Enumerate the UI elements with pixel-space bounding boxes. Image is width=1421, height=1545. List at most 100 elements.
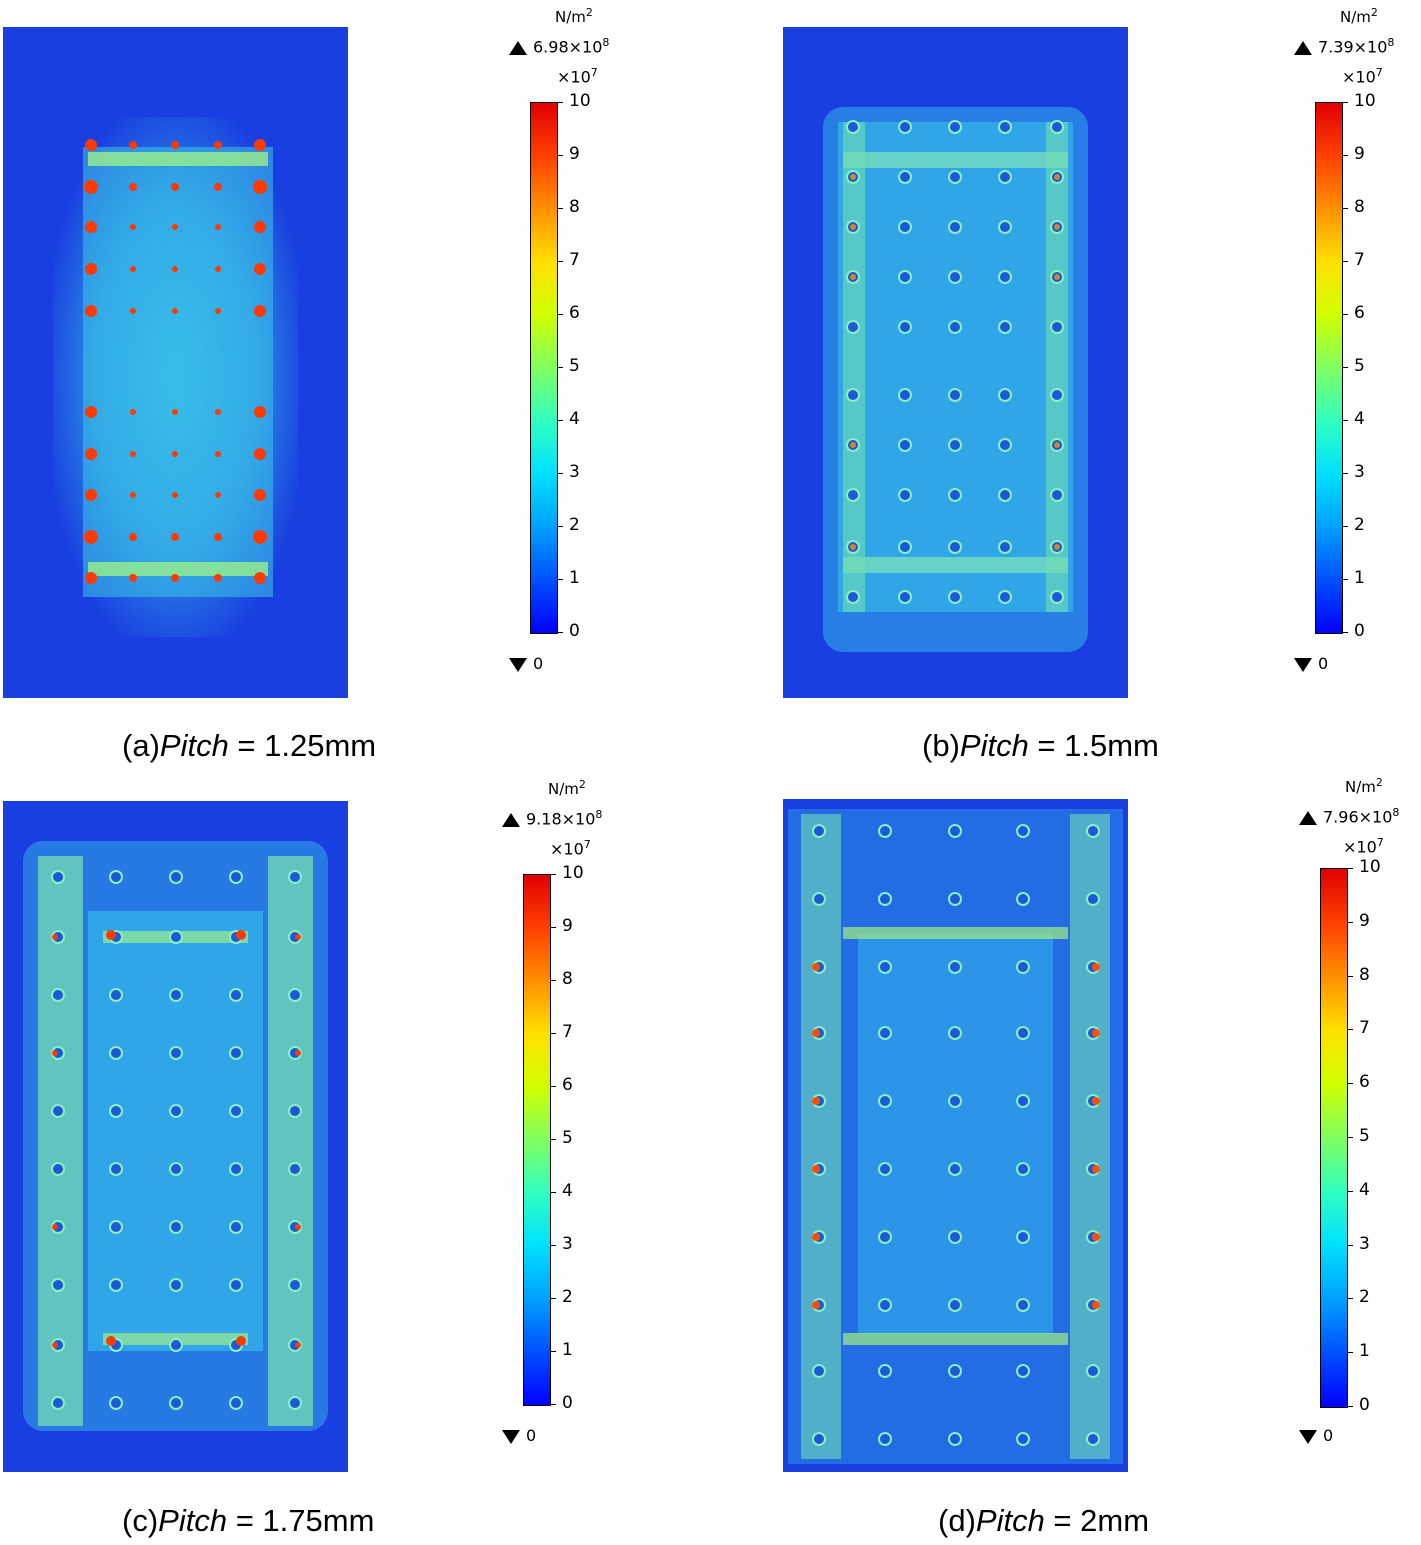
stress-map-d-svg <box>783 799 1128 1472</box>
colorbar-tick-mark <box>1347 1137 1353 1138</box>
colorbar-tick-label: 9 <box>1359 910 1370 931</box>
triangle-up-icon <box>1294 40 1312 55</box>
colorbar-tick-label: 10 <box>562 863 584 883</box>
scale-label-d: ×107 <box>1343 836 1384 857</box>
colorbar-tick-mark <box>550 980 556 981</box>
scale-label-b: ×107 <box>1342 66 1383 87</box>
colorbar-tick-mark <box>557 261 563 262</box>
colorbar-tick-mark <box>550 1086 556 1087</box>
caption-c: (c)Pitch = 1.75mm <box>122 1503 375 1538</box>
colorbar-tick-label: 4 <box>569 409 580 429</box>
colorbar-tick-label: 7 <box>562 1022 573 1042</box>
caption-a: (a)Pitch = 1.25mm <box>122 728 377 763</box>
scale-label-c: ×107 <box>550 838 591 859</box>
colorbar-tick-label: 2 <box>569 515 580 535</box>
colorbar-tick-mark <box>1347 1406 1353 1407</box>
scale-label-a: ×107 <box>557 66 598 87</box>
colorbar-tick-label: 6 <box>1359 1072 1370 1093</box>
colorbar-tick-mark <box>1347 1244 1353 1246</box>
triangle-up-icon <box>502 812 520 827</box>
colorbar-tick-mark <box>550 1351 556 1352</box>
colorbar-tick-mark <box>550 1139 556 1140</box>
colorbar-tick-mark <box>557 314 563 315</box>
colorbar-tick-mark <box>1342 261 1348 262</box>
colorbar-tick-mark <box>1342 526 1348 527</box>
max-value-d: 7.96×108 <box>1299 806 1399 826</box>
colorbar-tick-label: 2 <box>562 1287 573 1307</box>
min-value-a: 0 <box>509 654 543 673</box>
colorbar-tick-mark <box>557 526 563 527</box>
colorbar-tick-label: 8 <box>1354 197 1365 217</box>
colorbar-tick-label: 0 <box>1354 621 1365 641</box>
colorbar-tick-label: 3 <box>569 462 580 482</box>
colorbar-tick-label: 3 <box>1359 1233 1370 1254</box>
stress-map-b <box>783 27 1128 698</box>
colorbar-b: N/m2 7.39×108 ×107 0 10 9 8 7 6 5 4 3 2 1 0 <box>1290 0 1421 680</box>
colorbar-tick-label: 5 <box>1354 356 1365 376</box>
colorbar-tick-label: 9 <box>1354 144 1365 164</box>
min-value-b: 0 <box>1294 654 1328 673</box>
colorbar-tick-label: 2 <box>1354 515 1365 535</box>
colorbar-tick-label: 1 <box>562 1340 573 1360</box>
unit-label-d: N/m2 <box>1345 776 1383 796</box>
caption-d: (d)Pitch = 2mm <box>938 1503 1150 1538</box>
colorbar-tick-label: 1 <box>1359 1341 1370 1362</box>
colorbar-tick-mark <box>1342 420 1348 421</box>
colorbar-tick-mark <box>550 1245 556 1246</box>
stress-map-c-svg <box>3 801 348 1472</box>
colorbar-tick-mark <box>1347 1083 1353 1085</box>
colorbar-tick-mark <box>550 1298 556 1299</box>
caption-b: (b)Pitch = 1.5mm <box>922 728 1159 763</box>
colorbar-tick-label: 9 <box>562 916 573 936</box>
colorbar-tick-label: 10 <box>1359 857 1381 877</box>
colorbar-tick-mark <box>1347 975 1353 977</box>
colorbar-tick-mark <box>1347 1029 1353 1031</box>
colorbar-a: N/m2 6.98×108 ×107 0 10 9 8 7 6 5 4 3 2 1 0 <box>505 0 665 680</box>
colorbar-tick-label: 7 <box>1359 1018 1370 1039</box>
colorbar-tick-mark <box>550 927 556 928</box>
triangle-up-icon <box>1299 810 1317 825</box>
colorbar-tick-mark <box>550 874 556 875</box>
colorbar-tick-label: 0 <box>569 621 580 641</box>
colorbar-tick-mark <box>1342 155 1348 156</box>
colorbar-tick-label: 6 <box>562 1075 573 1095</box>
colorbar-tick-mark <box>1342 208 1348 209</box>
colorbar-tick-mark <box>1347 868 1353 869</box>
colorbar-tick-mark <box>557 473 563 474</box>
colorbar-tick-mark <box>1342 473 1348 474</box>
colorbar-tick-label: 8 <box>569 197 580 217</box>
colorbar-tick-mark <box>550 1033 556 1034</box>
colorbar-tick-label: 4 <box>1359 1179 1370 1200</box>
colorbar-tick-label: 6 <box>1354 303 1365 323</box>
colorbar-tick-label: 5 <box>562 1128 573 1148</box>
colorbar-tick-mark <box>1342 102 1348 103</box>
triangle-down-icon <box>1299 1429 1317 1444</box>
max-value-a: 6.98×108 <box>509 36 609 56</box>
colorbar-tick-label: 10 <box>1354 91 1376 111</box>
colorbar-tick-mark <box>557 208 563 209</box>
colorbar-tick-mark <box>557 155 563 156</box>
colorbar-c: N/m2 9.18×108 ×107 0 10 9 8 7 6 5 4 3 2 1 0 <box>498 772 658 1452</box>
unit-label-b: N/m2 <box>1340 6 1378 26</box>
colorbar-tick-mark <box>1342 579 1348 580</box>
colorbar-tick-label: 3 <box>562 1234 573 1254</box>
unit-label-c: N/m2 <box>548 778 586 798</box>
colorbar-tick-label: 0 <box>562 1393 573 1413</box>
colorbar-tick-label: 8 <box>562 969 573 989</box>
colorbar-tick-mark <box>557 420 563 421</box>
colorbar-tick-label: 5 <box>569 356 580 376</box>
color-gradient-c <box>523 874 551 1406</box>
colorbar-tick-mark <box>1347 1298 1353 1300</box>
colorbar-tick-label: 8 <box>1359 964 1370 985</box>
unit-label-a: N/m2 <box>555 6 593 26</box>
colorbar-tick-label: 1 <box>569 568 580 588</box>
colorbar-tick-mark <box>557 367 563 368</box>
colorbar-tick-label: 1 <box>1354 568 1365 588</box>
min-value-d: 0 <box>1299 1426 1333 1445</box>
colorbar-tick-label: 10 <box>569 91 591 111</box>
colorbar-tick-label: 9 <box>569 144 580 164</box>
stress-map-a <box>3 27 348 698</box>
colorbar-tick-label: 4 <box>562 1181 573 1201</box>
colorbar-tick-mark <box>557 102 563 103</box>
colorbar-tick-label: 5 <box>1359 1126 1370 1146</box>
